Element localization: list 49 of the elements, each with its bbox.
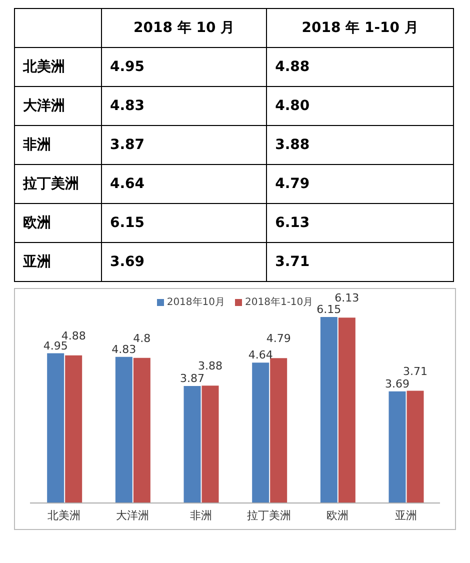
bar xyxy=(133,358,150,503)
x-tick-label: 非洲 xyxy=(190,508,212,522)
y-tick-label: 亚洲 xyxy=(14,242,102,282)
data-label: 4.79 xyxy=(266,164,454,204)
data-label: 3.87 xyxy=(180,372,204,385)
y-tick-label: 欧洲 xyxy=(14,204,102,242)
x-tick-label: 2018 年 10 月 xyxy=(102,8,267,48)
data-label: 4.83 xyxy=(102,86,267,126)
data-label: 4.64 xyxy=(248,348,273,362)
data-label: 4.83 xyxy=(112,342,136,356)
data-label: 3.88 xyxy=(266,126,454,164)
data-label: 3.87 xyxy=(102,126,267,164)
bar xyxy=(270,358,288,503)
bar xyxy=(320,317,338,503)
data-label: 4.79 xyxy=(266,332,291,346)
data-label: 3.88 xyxy=(198,360,222,373)
bar xyxy=(47,353,64,503)
data-label: 3.69 xyxy=(385,377,410,390)
data-label: 4.64 xyxy=(102,164,267,204)
bar xyxy=(202,386,219,503)
y-tick-label: 北美洲 xyxy=(14,48,102,86)
x-tick-label: 大洋洲 xyxy=(116,508,149,522)
data-label: 6.13 xyxy=(266,204,454,242)
data-label: 6.15 xyxy=(316,303,342,316)
y-tick-label: 大洋洲 xyxy=(14,86,102,126)
legend-label: 2018年10月 xyxy=(166,296,226,309)
bar xyxy=(338,318,356,503)
data-label: 3.69 xyxy=(102,242,267,282)
data-label: 4.95 xyxy=(102,48,267,86)
bar xyxy=(388,391,406,503)
data-label: 4.88 xyxy=(266,48,454,86)
data-label: 4.80 xyxy=(266,86,454,126)
data-label: 4.8 xyxy=(133,332,151,345)
bar xyxy=(406,390,424,503)
x-tick-label: 欧洲 xyxy=(326,508,348,522)
x-tick-label: 拉丁美洲 xyxy=(247,508,292,522)
legend-label: 2018年1-10月 xyxy=(244,296,314,309)
bar xyxy=(252,362,270,503)
bar xyxy=(184,386,201,503)
bar xyxy=(65,355,82,503)
y-tick-label: 非洲 xyxy=(14,126,102,164)
data-label: 3.71 xyxy=(403,364,428,378)
bar xyxy=(115,356,132,503)
data-label: 6.13 xyxy=(334,292,360,305)
data-label: 6.15 xyxy=(102,204,267,242)
x-tick-label: 亚洲 xyxy=(394,508,417,522)
data-label: 3.71 xyxy=(266,242,454,282)
y-tick-label: 拉丁美洲 xyxy=(14,164,102,204)
x-tick-label: 2018 年 1-10 月 xyxy=(266,8,454,48)
